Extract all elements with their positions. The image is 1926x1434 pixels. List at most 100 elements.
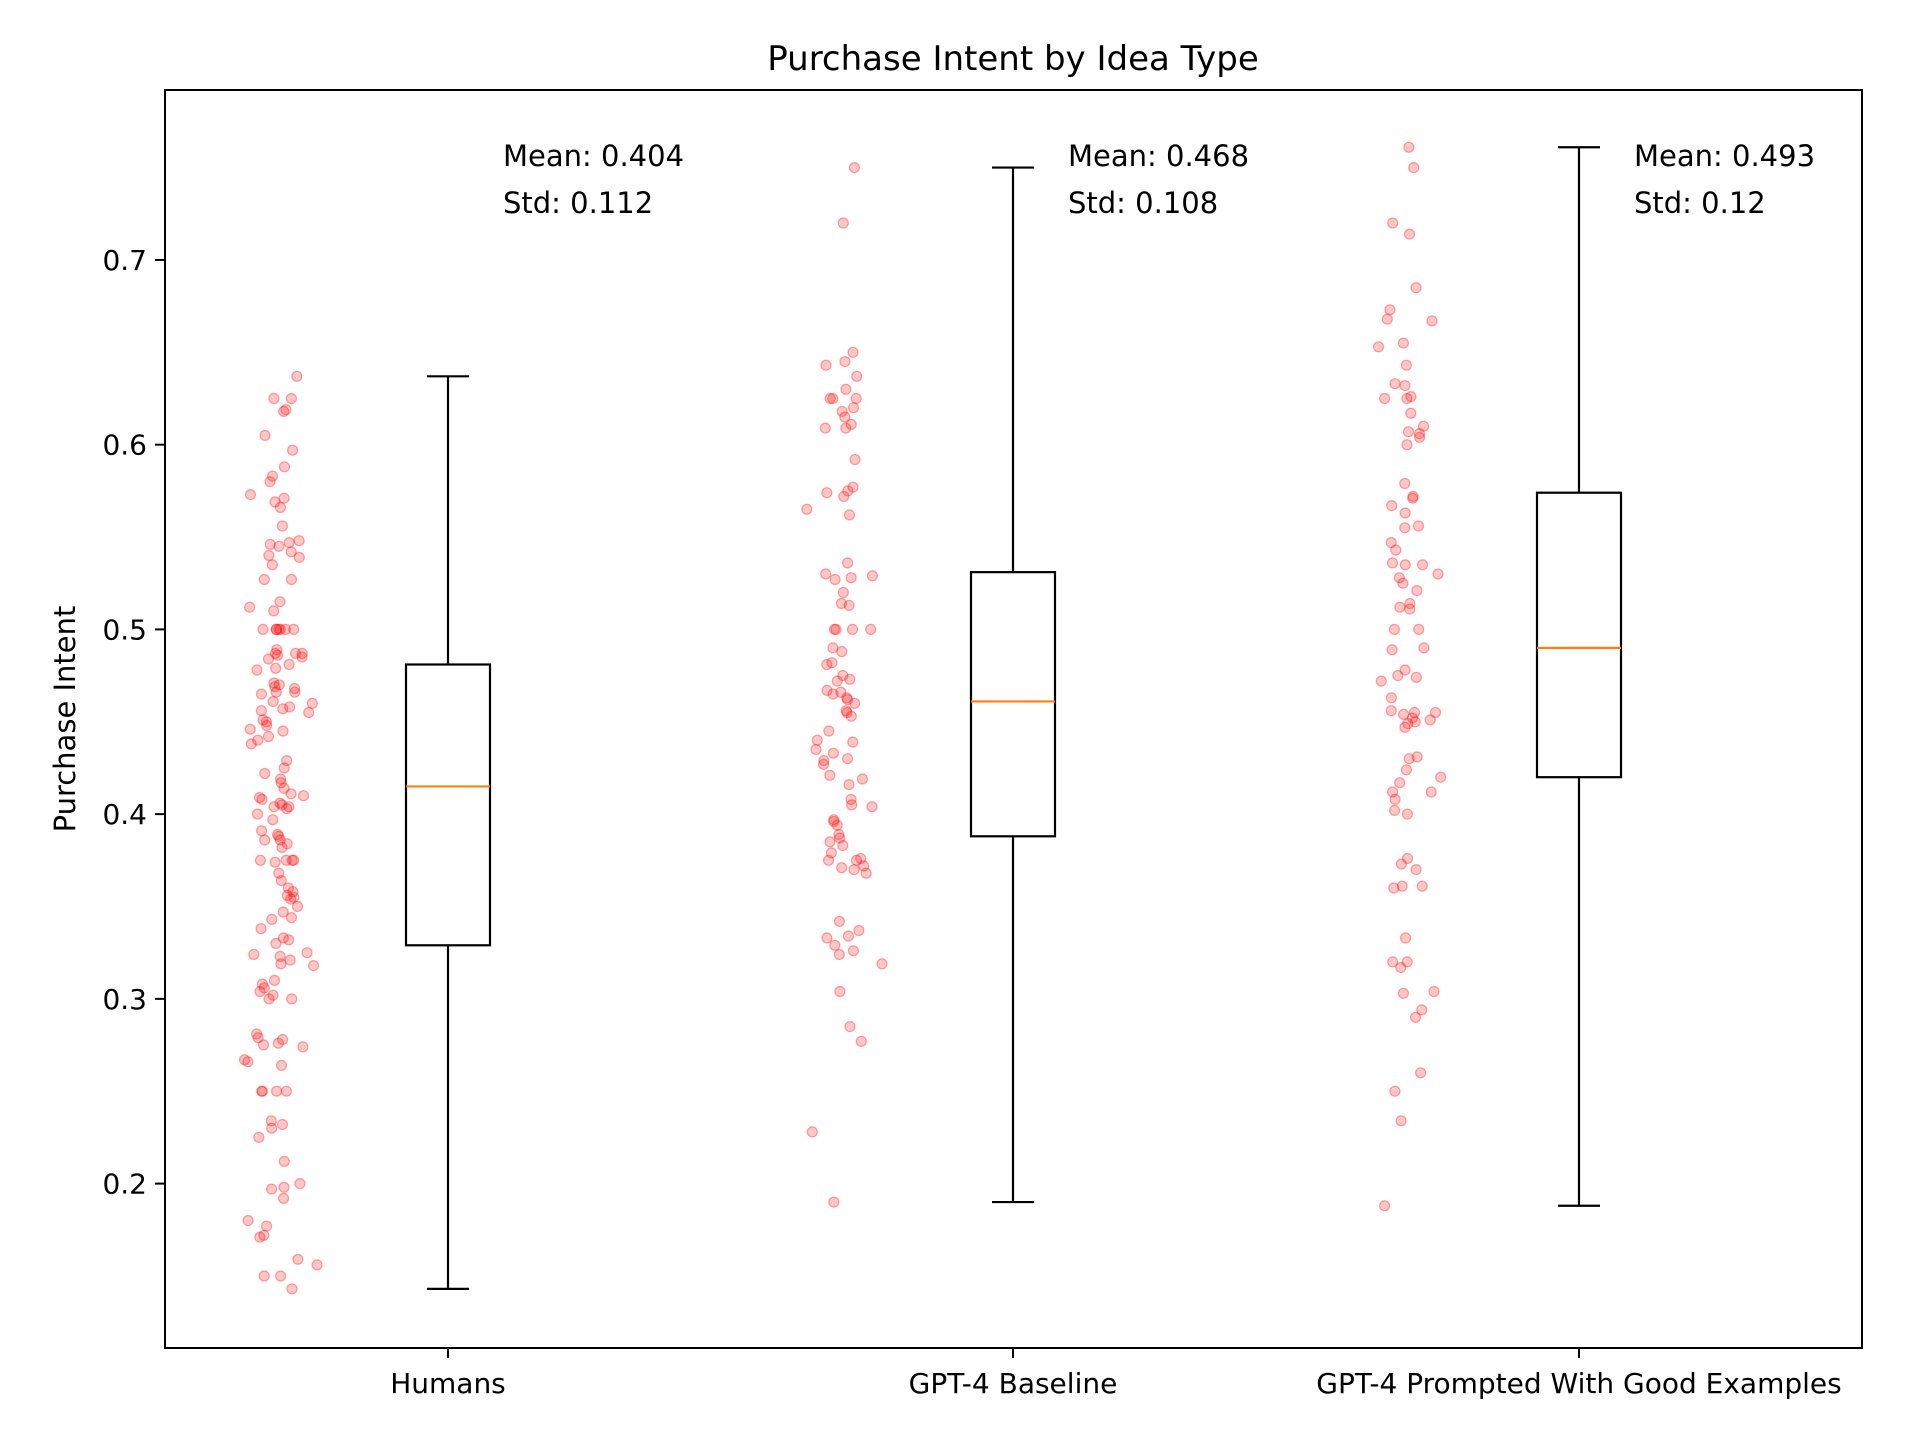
data-point bbox=[1389, 1085, 1401, 1097]
box-1: Mean: 0.404 Std: 0.112 bbox=[404, 139, 684, 1290]
data-point bbox=[278, 762, 290, 774]
data-point bbox=[278, 1155, 290, 1168]
data-point bbox=[824, 392, 836, 405]
x-tick-label: GPT-4 Prompted With Good Examples bbox=[1316, 1367, 1841, 1400]
data-point bbox=[256, 825, 268, 837]
data-point bbox=[841, 693, 854, 706]
data-point bbox=[1388, 623, 1401, 636]
data-point bbox=[1410, 282, 1422, 294]
data-point bbox=[817, 758, 830, 770]
data-point bbox=[278, 1192, 290, 1205]
data-point bbox=[835, 686, 847, 698]
data-point bbox=[1387, 217, 1399, 229]
data-point bbox=[1378, 392, 1391, 405]
data-point bbox=[1428, 985, 1440, 998]
data-point bbox=[284, 701, 296, 713]
data-point bbox=[273, 623, 285, 636]
data-point bbox=[277, 1033, 289, 1046]
data-point bbox=[1388, 882, 1400, 894]
data-point bbox=[843, 778, 855, 791]
data-point bbox=[271, 1085, 283, 1097]
data-point bbox=[279, 623, 291, 636]
data-point bbox=[1385, 536, 1397, 549]
data-point bbox=[837, 217, 849, 229]
data-point bbox=[847, 945, 860, 957]
data-point bbox=[289, 682, 301, 695]
data-point bbox=[256, 793, 268, 806]
data-point bbox=[1408, 706, 1421, 719]
data-point bbox=[841, 706, 853, 719]
mean-annotation: Mean: 0.404 bbox=[503, 139, 684, 173]
data-point bbox=[1409, 1011, 1422, 1023]
data-point bbox=[1403, 228, 1416, 240]
data-point bbox=[801, 503, 813, 515]
y-tick-label: 0.5 bbox=[102, 613, 147, 646]
data-point bbox=[267, 695, 279, 708]
data-point bbox=[811, 734, 823, 746]
data-point bbox=[847, 481, 859, 493]
data-point bbox=[1429, 706, 1442, 719]
data-point bbox=[261, 1220, 273, 1232]
data-point bbox=[286, 993, 298, 1005]
data-point bbox=[303, 706, 315, 719]
data-point bbox=[1401, 439, 1413, 451]
data-point bbox=[286, 1283, 298, 1295]
data-point bbox=[846, 799, 858, 811]
data-point bbox=[277, 703, 289, 715]
interquartile-box bbox=[1535, 491, 1623, 779]
data-point bbox=[825, 847, 838, 859]
data-point bbox=[1392, 669, 1404, 682]
std-annotation: Std: 0.112 bbox=[503, 186, 653, 220]
data-point bbox=[833, 915, 846, 927]
data-point bbox=[828, 814, 840, 826]
y-tick-label: 0.7 bbox=[102, 244, 147, 277]
box-3: Mean: 0.493 Std: 0.12 bbox=[1535, 139, 1815, 1207]
data-point bbox=[275, 1059, 288, 1072]
data-point bbox=[1425, 786, 1437, 798]
data-point bbox=[254, 854, 266, 866]
data-point bbox=[238, 1054, 251, 1066]
data-point bbox=[278, 405, 290, 417]
data-point bbox=[278, 782, 290, 794]
boxes-layer: Mean: 0.404 Std: 0.112 Mean: 0.468 Std: 0.1… bbox=[404, 139, 1815, 1290]
data-point bbox=[283, 801, 295, 813]
data-point bbox=[275, 777, 287, 789]
data-point bbox=[280, 1085, 292, 1097]
data-point bbox=[1435, 771, 1447, 783]
data-point bbox=[844, 1020, 856, 1033]
data-point bbox=[1413, 428, 1426, 440]
data-point bbox=[829, 573, 841, 586]
data-point bbox=[1416, 559, 1429, 571]
data-point bbox=[255, 923, 267, 935]
data-point bbox=[1397, 987, 1410, 999]
data-point bbox=[253, 1131, 265, 1144]
data-point bbox=[1389, 793, 1401, 806]
data-point bbox=[806, 1126, 818, 1138]
data-point bbox=[1397, 577, 1409, 589]
data-point bbox=[270, 623, 282, 636]
data-point bbox=[836, 405, 848, 417]
data-point bbox=[269, 496, 281, 508]
y-tick-label: 0.2 bbox=[102, 1168, 147, 1201]
data-point bbox=[274, 501, 286, 514]
data-point bbox=[278, 1181, 290, 1193]
data-point bbox=[1399, 932, 1412, 944]
data-point bbox=[1386, 786, 1399, 798]
data-point bbox=[1397, 708, 1410, 721]
data-point bbox=[845, 418, 857, 430]
data-point bbox=[266, 913, 278, 926]
data-point bbox=[843, 599, 855, 612]
data-point bbox=[286, 854, 298, 866]
data-point bbox=[824, 769, 836, 781]
data-point bbox=[270, 937, 282, 950]
data-point bbox=[276, 841, 288, 854]
data-point bbox=[274, 950, 286, 963]
data-point bbox=[265, 1115, 277, 1127]
data-point bbox=[839, 356, 851, 368]
data-point bbox=[271, 644, 283, 656]
std-annotation: Std: 0.108 bbox=[1068, 186, 1218, 220]
data-point bbox=[268, 605, 280, 617]
mean-annotation: Mean: 0.468 bbox=[1068, 139, 1249, 173]
data-point bbox=[281, 802, 293, 815]
data-point bbox=[258, 573, 270, 586]
